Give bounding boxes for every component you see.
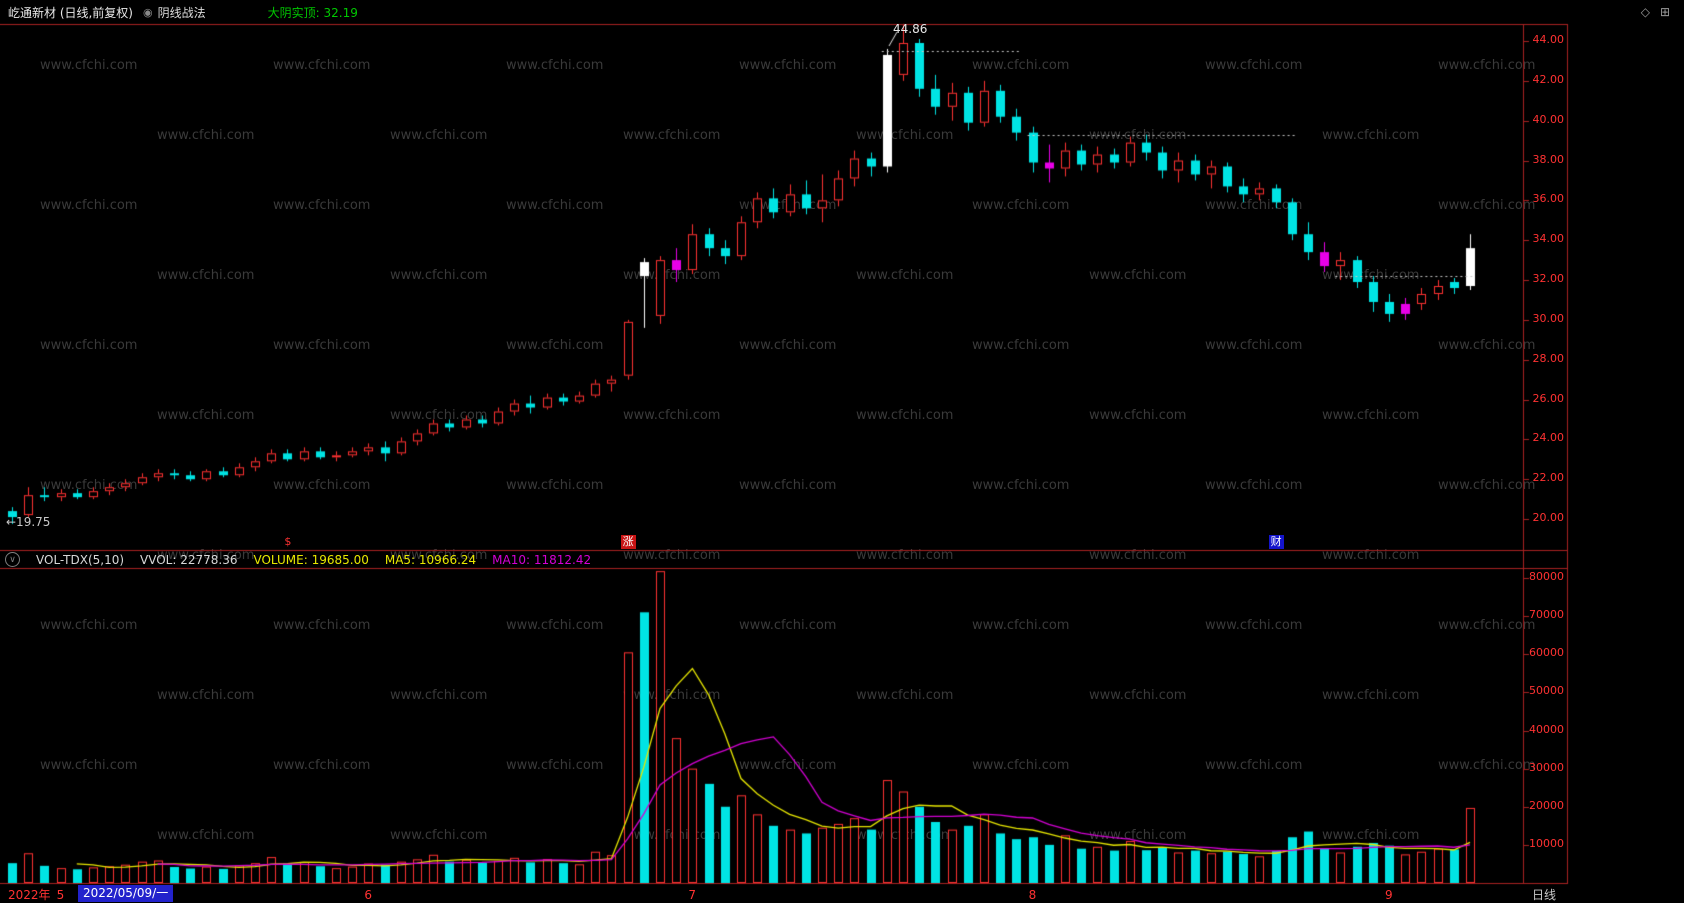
diamond-icon[interactable]: ◇ — [1640, 5, 1650, 19]
peak-price-annotation: 44.86 — [893, 22, 928, 36]
header-icons: ◇ ⊞ — [1641, 5, 1670, 19]
year-label: 2022年 — [8, 888, 51, 902]
period-label[interactable]: 日线 — [1532, 888, 1557, 902]
time-axis-bar: 2022年 2022/05/09/一 日线 — [0, 885, 1684, 903]
indicator-name: VOL-TDX(5,10) — [36, 552, 125, 567]
indicator-value-0: VVOL: 22778.36 — [140, 552, 238, 567]
header-bar: 屹通新材 (日线,前复权) ◉ 阴线战法 大阴实顶: 32.19 ◇ ⊞ — [0, 0, 1684, 24]
volume-indicator-bar: ∨ VOL-TDX(5,10) VVOL: 22778.36 VOLUME: 19… — [0, 551, 1525, 568]
event-marker[interactable]: 涨 — [620, 535, 636, 549]
strategy-dot-icon: ◉ — [143, 5, 153, 19]
indicator-value-2: MA5: 10966.24 — [384, 552, 477, 567]
date-readout-box[interactable]: 2022/05/09/一 — [78, 885, 174, 902]
indicator-values: VVOL: 22778.36 VOLUME: 19685.00 MA5: 10966… — [140, 553, 591, 567]
stock-title: 屹通新材 (日线,前复权) — [8, 5, 133, 20]
event-marker[interactable]: $ — [284, 535, 292, 548]
layout-grid-icon[interactable]: ⊞ — [1659, 5, 1670, 19]
low-price-annotation: ←19.75 — [6, 515, 51, 529]
indicator-value-1: VOLUME: 19685.00 — [253, 552, 369, 567]
signal-value-label: 大阴实顶: 32.19 — [267, 5, 358, 20]
event-marker[interactable]: 财 — [1268, 535, 1284, 549]
strategy-label: 阴线战法 — [157, 5, 206, 20]
collapse-indicator-icon[interactable]: ∨ — [5, 552, 20, 567]
indicator-value-3: MA10: 11812.42 — [492, 552, 592, 567]
